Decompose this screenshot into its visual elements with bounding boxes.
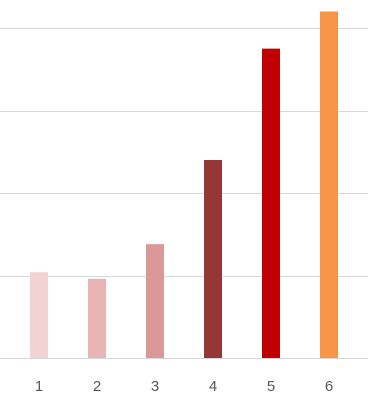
x-tick-label-5: 5 (267, 378, 275, 395)
bar-6 (320, 11, 338, 358)
gridlines (0, 28, 368, 359)
bar-3 (146, 244, 164, 358)
x-tick-label-4: 4 (209, 378, 217, 395)
bar-2 (88, 278, 106, 358)
x-tick-label-2: 2 (93, 378, 101, 395)
x-axis-tick-labels: 1 2 3 4 5 6 (35, 378, 333, 395)
x-tick-label-1: 1 (35, 378, 43, 395)
x-tick-label-6: 6 (325, 378, 333, 395)
bar-5 (262, 48, 280, 358)
x-tick-label-3: 3 (151, 378, 159, 395)
bar-4 (204, 160, 222, 358)
bar-1 (30, 272, 48, 358)
bars (30, 11, 338, 358)
